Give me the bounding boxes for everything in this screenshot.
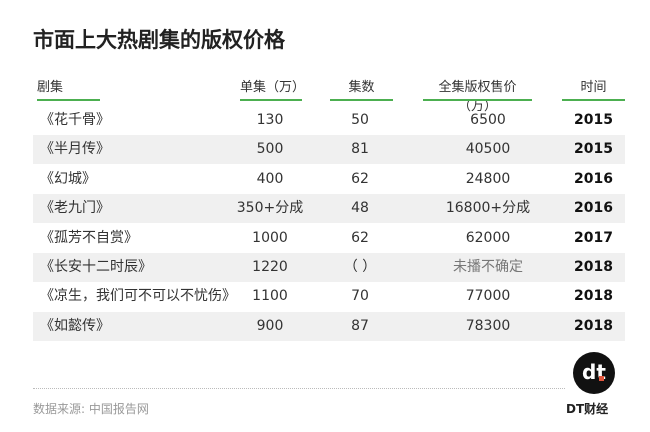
- table-cell: 77000: [465, 288, 511, 305]
- header-underline: [562, 99, 625, 101]
- table-cell: 24800: [465, 170, 511, 187]
- table-cell: 70: [351, 288, 369, 305]
- table-cell: 16800+分成: [445, 200, 531, 217]
- table-cell: 2016: [574, 200, 613, 217]
- table-cell: 《花千骨》: [40, 112, 110, 128]
- header-underline: [37, 99, 100, 101]
- table-row: 《孤芳不自赏》 1000 62 62000 2017: [33, 224, 625, 253]
- table-cell: 2017: [574, 229, 613, 246]
- table-row: 《长安十二时辰》 1220 （ ） 未播不确定 2018: [33, 253, 625, 282]
- table-cell: 2018: [574, 317, 613, 334]
- table-cell: 《老九门》: [40, 200, 110, 217]
- table-cell: 未播不确定: [453, 259, 523, 275]
- header-underline: [423, 99, 532, 101]
- divider: [33, 388, 565, 389]
- table-cell: 《长安十二时辰》: [40, 259, 152, 275]
- table-cell: 2016: [574, 170, 613, 187]
- table-cell: 81: [351, 141, 369, 158]
- table-cell: 130: [256, 112, 284, 128]
- header-underline: [240, 99, 302, 101]
- table-cell: 1000: [252, 229, 288, 246]
- table-cell: 《孤芳不自赏》: [40, 229, 138, 246]
- column-header: 单集（万）: [240, 76, 306, 101]
- table-cell: 《半月传》: [40, 141, 110, 158]
- table-row: 《幻城》 400 62 24800 2016: [33, 165, 625, 194]
- table-cell: 350+分成: [236, 200, 304, 217]
- table-row: 《半月传》 500 81 40500 2015: [33, 135, 625, 165]
- data-source: 数据来源: 中国报告网: [33, 402, 149, 416]
- table-cell: 《凉生，我们可不可以不忧伤》: [40, 288, 236, 305]
- table-cell: 2015: [574, 112, 613, 128]
- column-header-label: 时间: [580, 80, 607, 95]
- table-cell: 62: [351, 170, 369, 187]
- column-header-label: 集数: [348, 80, 375, 95]
- table-cell: 2018: [574, 288, 613, 305]
- table-cell: 900: [256, 317, 284, 334]
- table-cell: 6500: [470, 112, 506, 128]
- table-cell: 《如懿传》: [40, 317, 110, 334]
- brand-name: DT财经: [566, 402, 609, 416]
- table-cell: 50: [351, 112, 369, 128]
- table-cell: 400: [256, 170, 284, 187]
- table-cell: 62: [351, 229, 369, 246]
- column-header: 剧集: [37, 76, 100, 101]
- table-cell: 500: [256, 141, 284, 158]
- table-cell: 《幻城》: [40, 170, 96, 187]
- column-header-label: 剧集: [37, 80, 64, 95]
- table-row: 《凉生，我们可不可以不忧伤》 1100 70 77000 2018: [33, 282, 625, 311]
- table-row: 《老九门》 350+分成 48 16800+分成 2016: [33, 194, 625, 224]
- page-title: 市面上大热剧集的版权价格: [33, 28, 285, 52]
- table-cell: 1220: [252, 259, 288, 275]
- table-cell: 87: [351, 317, 369, 334]
- column-header: 时间: [562, 76, 625, 101]
- dt-logo: dt: [573, 352, 615, 394]
- table-cell: 2018: [574, 259, 613, 275]
- table-row: 《花千骨》 130 50 6500 2015: [33, 106, 625, 135]
- column-header-label: 全集版权售价（万）: [438, 80, 517, 114]
- table-cell: 40500: [465, 141, 511, 158]
- table-cell: 78300: [465, 317, 511, 334]
- table-cell: 62000: [465, 229, 511, 246]
- table-cell: 2015: [574, 141, 613, 158]
- table-cell: 1100: [252, 288, 288, 305]
- column-header: 集数: [330, 76, 393, 101]
- column-header: 全集版权售价（万）: [423, 76, 532, 114]
- table-cell: （ ）: [343, 259, 377, 275]
- header-underline: [330, 99, 393, 101]
- column-header-label: 单集（万）: [240, 80, 306, 95]
- table-row: 《如懿传》 900 87 78300 2018: [33, 311, 625, 341]
- table-cell: 48: [351, 200, 369, 217]
